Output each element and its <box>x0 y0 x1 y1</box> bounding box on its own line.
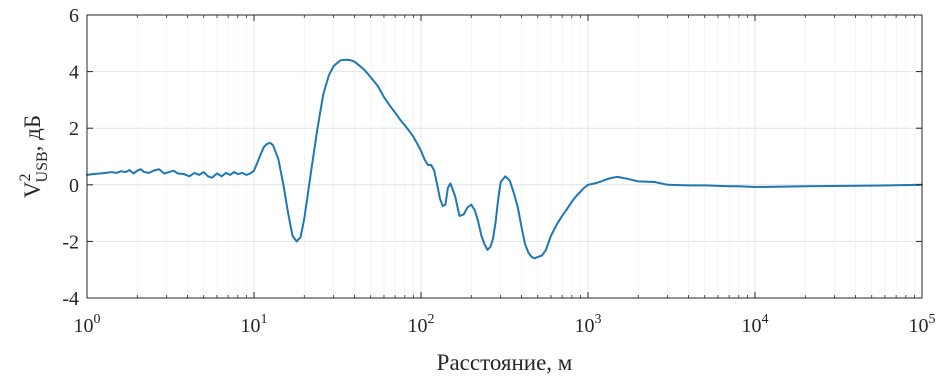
x-tick-labels: 100 101 102 103 104 105 <box>74 312 936 337</box>
y-axis-label-unit: , дБ <box>20 115 45 151</box>
x-tick-label: 105 <box>909 312 936 337</box>
y-tick-label: 2 <box>69 118 79 140</box>
y-axis-label-superscript: 2 <box>17 173 34 181</box>
svg-text:V2USB, дБ: V2USB, дБ <box>17 115 51 198</box>
y-tick-label: -4 <box>62 288 79 310</box>
y-tick-label: -2 <box>62 231 79 253</box>
x-tick-label: 104 <box>742 312 769 337</box>
series-layer <box>86 58 923 260</box>
x-tick-label: 103 <box>575 312 602 337</box>
y-tick-label: 4 <box>69 62 79 84</box>
x-tick-label: 101 <box>241 312 268 337</box>
y-tick-label: 6 <box>69 5 79 27</box>
y-axis-label-subscript: USB <box>34 151 51 182</box>
series-line <box>86 58 923 260</box>
y-tick-labels: -4 -2 0 2 4 6 <box>62 5 79 310</box>
plot-background <box>87 15 922 298</box>
x-tick-label: 100 <box>74 312 101 337</box>
y-axis-label-base: V <box>20 181 45 198</box>
x-axis-label: Расстояние, м <box>437 350 573 375</box>
tick-marks <box>86 14 923 299</box>
y-tick-label: 0 <box>69 175 79 197</box>
x-tick-label: 102 <box>408 312 435 337</box>
plot-frame <box>86 14 923 299</box>
y-axis-label: V2USB, дБ <box>17 115 51 198</box>
